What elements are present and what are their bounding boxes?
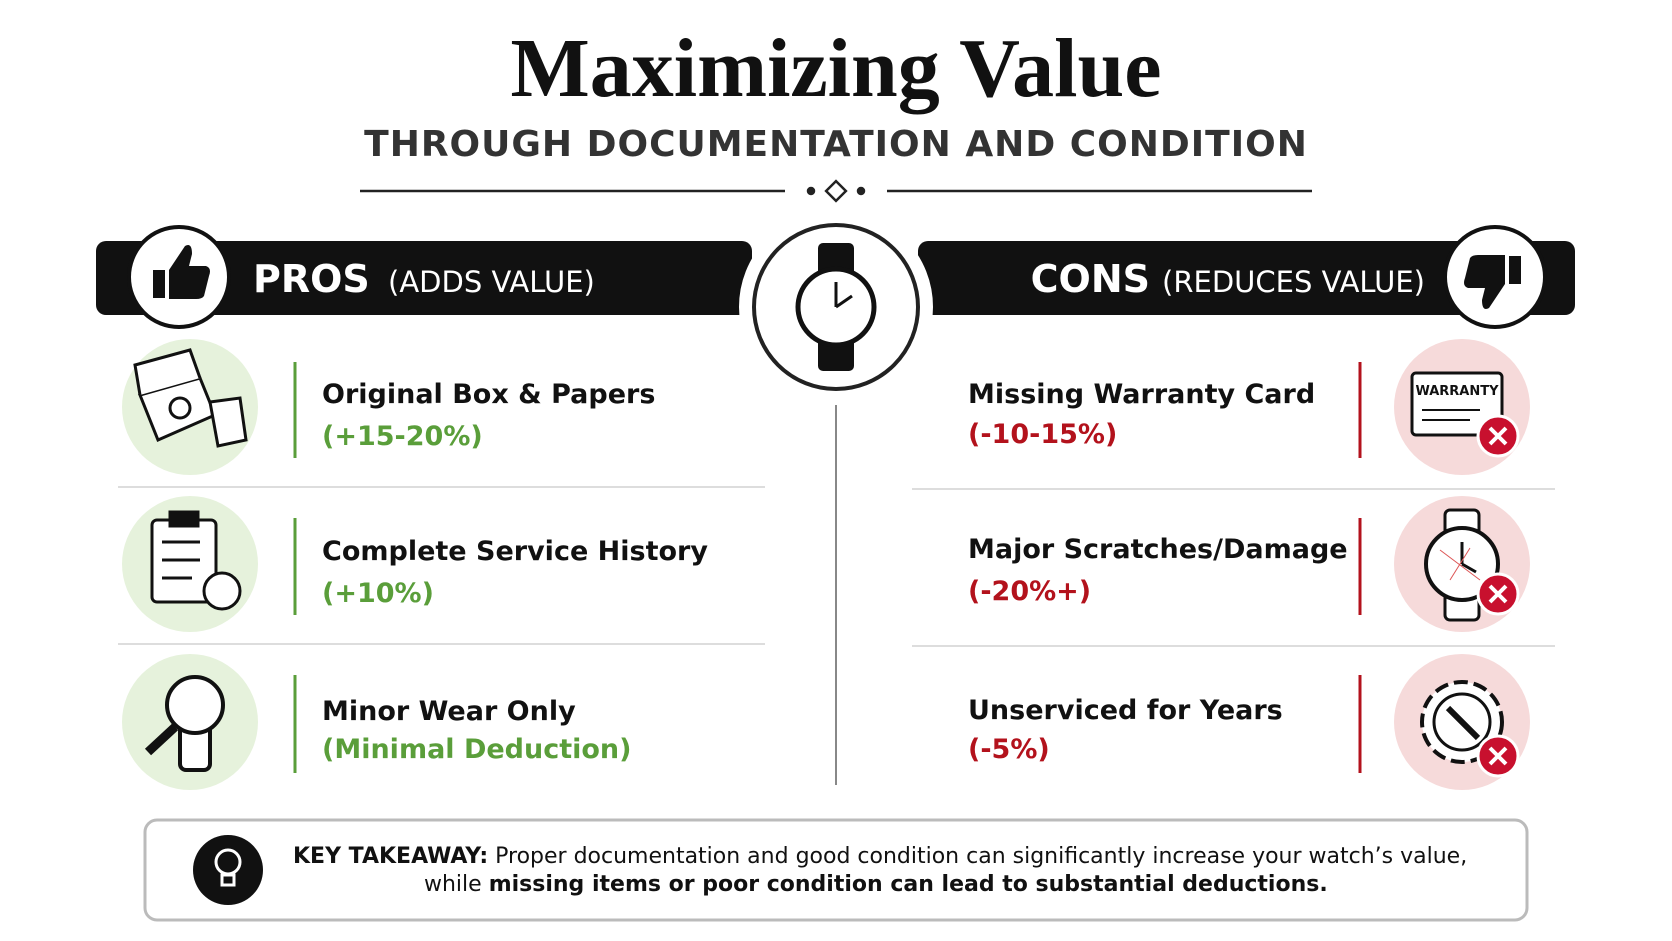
pro-title: Minor Wear Only (322, 696, 576, 727)
con-detail: (-5%) (968, 734, 1050, 765)
gear-wrench-icon (1394, 654, 1530, 790)
takeaway-line: while missing items or poor condition ca… (424, 872, 1328, 897)
pro-detail: (+15-20%) (322, 421, 483, 452)
thumb-up-icon (127, 225, 231, 329)
thumb-down-icon (1443, 225, 1547, 329)
center-watch (739, 210, 933, 404)
pro-detail: (Minimal Deduction) (322, 734, 632, 765)
takeaway-line: KEY TAKEAWAY: Proper documentation and g… (293, 844, 1467, 869)
takeaway-label: KEY TAKEAWAY: (293, 844, 488, 869)
box-papers-icon (122, 339, 258, 475)
pro-detail: (+10%) (322, 578, 434, 609)
cons-sublabel: (REDUCES VALUE) (1162, 265, 1425, 299)
pros-banner (96, 241, 752, 315)
divider (360, 179, 1312, 203)
con-detail: (-20%+) (968, 576, 1091, 607)
takeaway-box (143, 818, 1529, 922)
takeaway-text: Proper documentation and good condition … (495, 844, 1467, 869)
title: Maximizing Value (510, 22, 1161, 115)
cons-banner (918, 241, 1575, 315)
warranty-icon: WARRANTY (1394, 339, 1530, 475)
takeaway-text: while (424, 872, 482, 897)
bulb-icon (193, 835, 263, 905)
row-separators (118, 486, 1555, 647)
con-title: Major Scratches/Damage (968, 534, 1348, 565)
pro-title: Original Box & Papers (322, 379, 655, 410)
pro-title: Complete Service History (322, 536, 708, 567)
con-title: Unserviced for Years (968, 695, 1283, 726)
con-title: Missing Warranty Card (968, 379, 1315, 410)
takeaway-bold: missing items or poor condition can lead… (489, 872, 1328, 897)
damaged-watch-icon (1394, 496, 1530, 632)
subtitle: THROUGH DOCUMENTATION AND CONDITION (364, 124, 1308, 165)
pros-label: PROS (253, 257, 370, 301)
pros-sublabel: (ADDS VALUE) (388, 265, 595, 299)
warranty-icon-text: WARRANTY (1415, 384, 1499, 399)
cons-label: CONS (1031, 257, 1150, 301)
magnifier-icon (122, 654, 258, 790)
clipboard-icon (122, 496, 258, 632)
con-detail: (-10-15%) (968, 419, 1117, 450)
